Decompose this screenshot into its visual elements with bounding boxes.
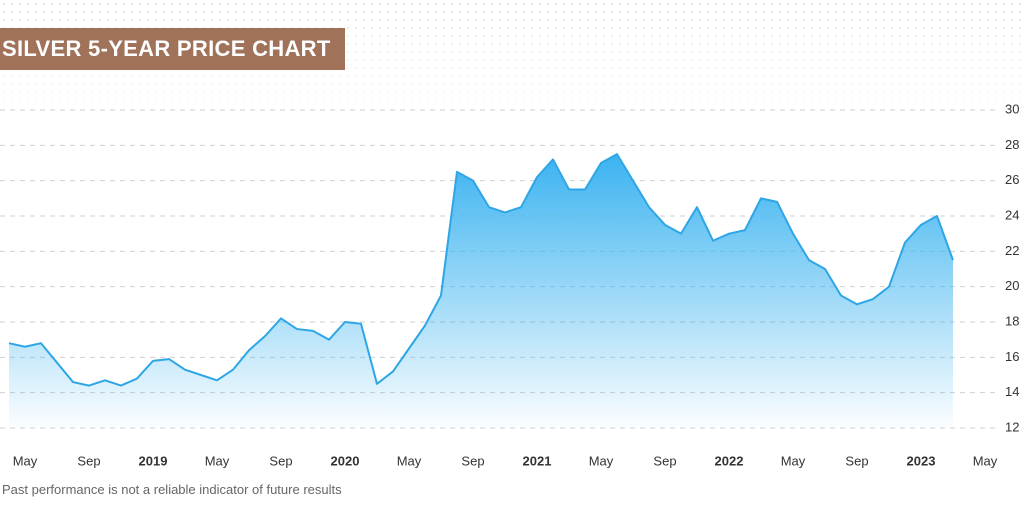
- y-tick-label: 18: [1005, 313, 1019, 328]
- x-tick-label: May: [397, 453, 422, 468]
- chart-title: SILVER 5-YEAR PRICE CHART: [0, 28, 345, 70]
- x-tick-label: May: [973, 453, 998, 468]
- x-tick-label: May: [205, 453, 230, 468]
- x-tick-label: 2023: [907, 453, 936, 468]
- y-tick-label: 30: [1005, 101, 1019, 116]
- x-tick-label: 2021: [523, 453, 552, 468]
- x-tick-label: May: [13, 453, 38, 468]
- area: [9, 154, 953, 428]
- x-tick-label: Sep: [653, 453, 676, 468]
- x-tick-label: Sep: [77, 453, 100, 468]
- x-tick-label: Sep: [845, 453, 868, 468]
- x-tick-label: 2020: [331, 453, 360, 468]
- y-tick-label: 20: [1005, 278, 1019, 293]
- x-tick-label: 2022: [715, 453, 744, 468]
- x-tick-label: May: [781, 453, 806, 468]
- line: [8, 153, 954, 387]
- y-tick-label: 12: [1005, 419, 1019, 434]
- x-tick-label: Sep: [461, 453, 484, 468]
- y-tick-label: 22: [1005, 243, 1019, 258]
- x-tick-label: May: [589, 453, 614, 468]
- y-tick-label: 28: [1005, 137, 1019, 152]
- disclaimer: Past performance is not a reliable indic…: [2, 482, 342, 497]
- y-tick-label: 26: [1005, 172, 1019, 187]
- y-tick-label: 16: [1005, 349, 1019, 364]
- y-tick-label: 24: [1005, 207, 1019, 222]
- x-tick-label: 2019: [139, 453, 168, 468]
- x-tick-label: Sep: [269, 453, 292, 468]
- y-tick-label: 14: [1005, 384, 1019, 399]
